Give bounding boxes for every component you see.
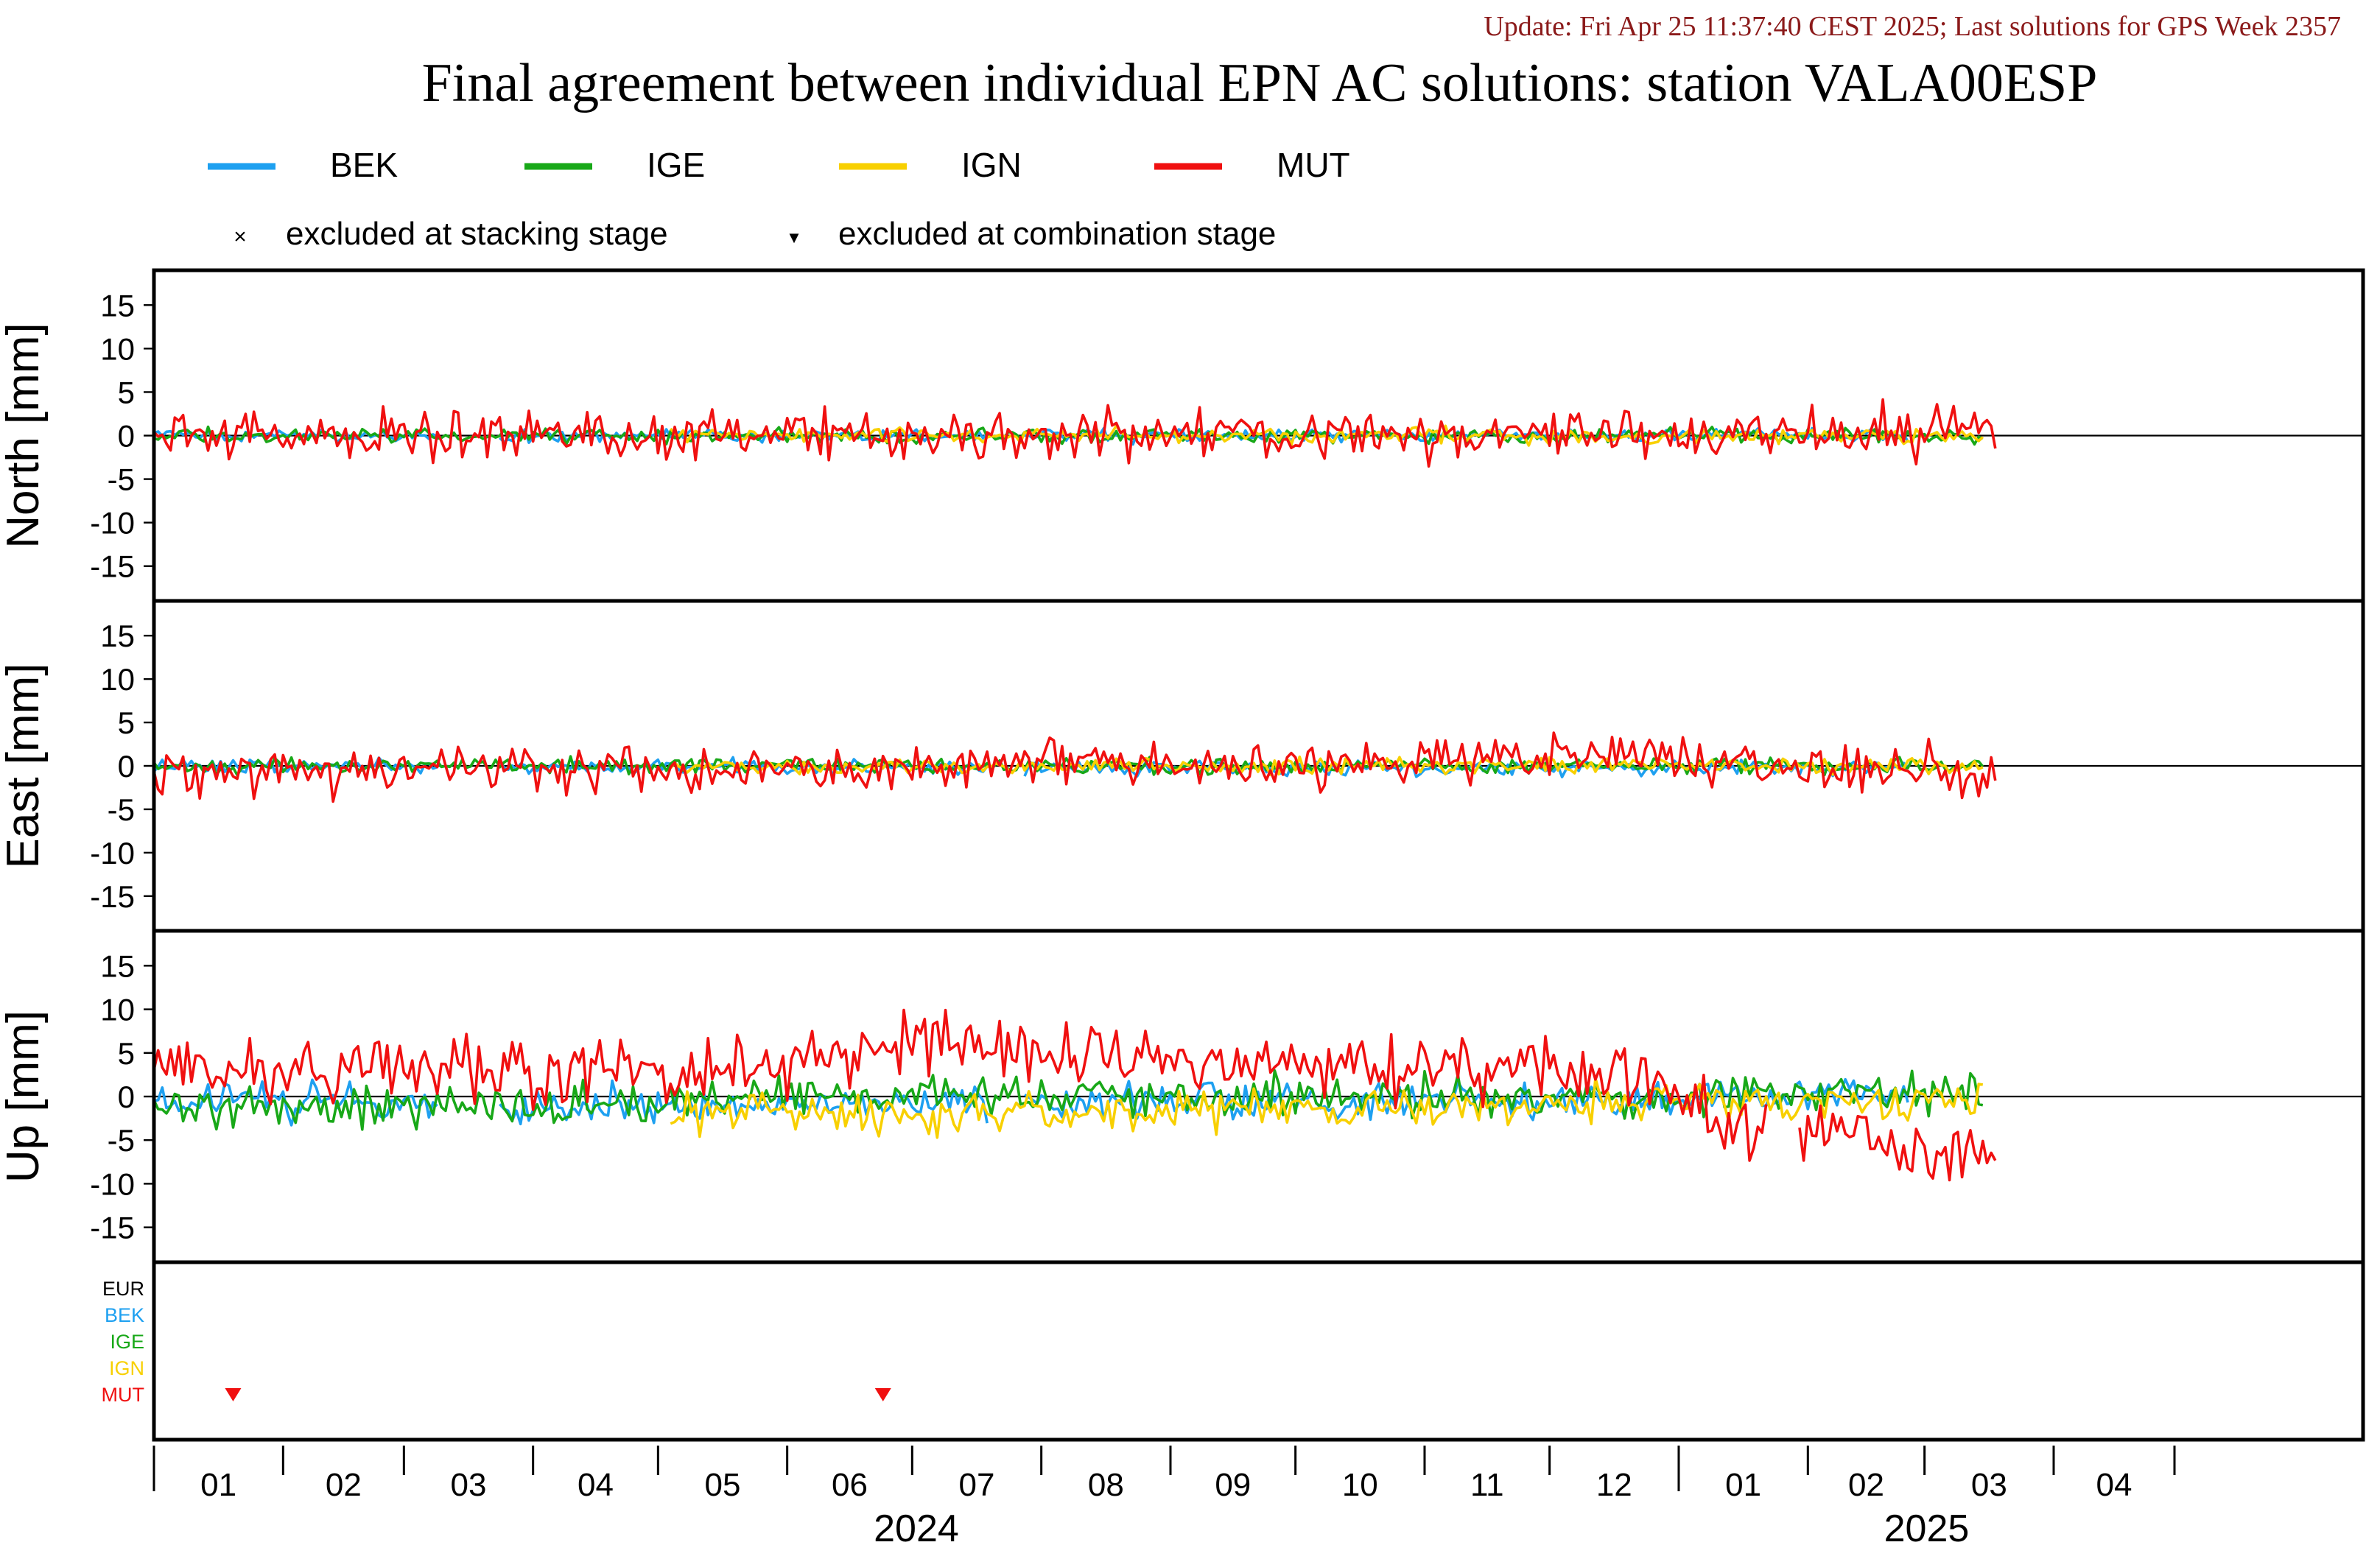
east-ytick-label: -5: [108, 792, 135, 827]
north-ytick-label: -5: [108, 462, 135, 497]
x-tick-label: 02: [326, 1467, 362, 1503]
excluded-combination-icon: ▼: [786, 228, 802, 247]
chart-title: Final agreement between individual EPN A…: [422, 53, 2098, 113]
x-year-label: 2025: [1884, 1507, 1970, 1545]
exclusion-row-eur: EUR: [102, 1278, 144, 1300]
north-ytick-label: -15: [90, 549, 135, 584]
east-series: [154, 731, 1997, 803]
legend: BEK IGE IGN MUT × excluded at stacking stage ▼…: [208, 146, 1350, 252]
exclusion-row-mut: MUT: [102, 1384, 144, 1406]
x-tick-label: 11: [1470, 1467, 1504, 1503]
x-tick-label: 03: [1971, 1467, 2007, 1503]
x-tick-label: 12: [1596, 1467, 1632, 1503]
legend-label-ign: IGN: [961, 146, 1022, 184]
up-ytick-label: -10: [90, 1166, 135, 1201]
exclusion-marker-1: [874, 1388, 891, 1401]
legend-label-ige: IGE: [647, 146, 705, 184]
x-tick-label: 10: [1342, 1467, 1378, 1503]
east-ytick-label: -10: [90, 836, 135, 870]
x-tick-label: 02: [1848, 1467, 1884, 1503]
up-series-ign-0: [670, 1077, 1984, 1139]
north-ytick-label: 0: [118, 419, 135, 454]
east-ytick-label: -15: [90, 879, 135, 914]
legend-label-bek: BEK: [330, 146, 398, 184]
up-ytick-label: 10: [100, 993, 135, 1027]
x-tick-label: 09: [1215, 1467, 1251, 1503]
x-tick-label: 08: [1088, 1467, 1124, 1503]
up-ytick-label: 5: [118, 1036, 135, 1071]
x-axis: 01 02 03 04 05 06 07 08 09 10 11 12 01 02 03 04 2024 2025: [152, 1446, 2176, 1545]
legend-label-mut: MUT: [1277, 146, 1350, 184]
excluded-stacking-label: excluded at stacking stage: [286, 216, 668, 252]
x-tick-label: 05: [705, 1467, 741, 1503]
update-text: Update: Fri Apr 25 11:37:40 CEST 2025; L…: [1484, 11, 2341, 42]
x-tick-label: 04: [2096, 1467, 2132, 1503]
exclusion-marker-0: [225, 1388, 242, 1401]
panels: 15 10 5 0 -5 -10 -15 North [mm] 15 10 5 0 -5 -10 -15 Ea…: [0, 268, 2365, 1264]
x-tick-label: 03: [451, 1467, 487, 1503]
east-ylabel: East [mm]: [0, 663, 49, 868]
up-ytick-label: -15: [90, 1211, 135, 1245]
exclusion-row-ige: IGE: [110, 1331, 144, 1353]
east-ytick-label: 15: [100, 619, 135, 653]
north-series-mut-0: [154, 398, 1997, 468]
north-ytick-label: -10: [90, 506, 135, 541]
up-series-ige-0: [154, 1069, 1984, 1131]
north-ylabel: North [mm]: [0, 323, 49, 549]
x-tick-label: 07: [959, 1467, 995, 1503]
excluded-combination-label: excluded at combination stage: [838, 216, 1276, 252]
exclusion-row-bek: BEK: [105, 1304, 144, 1326]
up-series: [154, 1008, 1997, 1182]
exclusion-panel: EUR BEK IGE IGN MUT: [102, 1260, 2365, 1442]
panel-east: 15 10 5 0 -5 -10 -15 East [mm]: [0, 599, 2365, 933]
up-ylabel: Up [mm]: [0, 1010, 49, 1183]
north-ytick-label: 10: [100, 331, 135, 366]
east-ytick-label: 5: [118, 705, 135, 740]
up-ytick-label: 15: [100, 949, 135, 983]
excluded-stacking-icon: ×: [234, 225, 247, 249]
up-series-mut-0: [154, 1008, 1768, 1162]
x-tick-label: 01: [200, 1467, 236, 1503]
x-year-label: 2024: [874, 1507, 959, 1545]
exclusion-frame: [152, 1260, 2365, 1442]
east-ytick-label: 0: [118, 749, 135, 784]
exclusion-row-ign: IGN: [109, 1357, 144, 1379]
north-series: [154, 398, 1997, 468]
east-series-mut-0: [154, 731, 1997, 803]
up-ytick-label: -5: [108, 1123, 135, 1158]
up-series-mut-1: [1798, 1104, 1997, 1182]
east-ytick-label: 10: [100, 662, 135, 697]
x-tick-label: 01: [1725, 1467, 1761, 1503]
x-tick-label: 06: [832, 1467, 868, 1503]
panel-up: 15 10 5 0 -5 -10 -15 Up [mm]: [0, 929, 2365, 1264]
north-ytick-label: 15: [100, 288, 135, 323]
panel-north: 15 10 5 0 -5 -10 -15 North [mm]: [0, 268, 2365, 603]
up-ytick-label: 0: [118, 1080, 135, 1114]
x-tick-label: 04: [578, 1467, 614, 1503]
north-ytick-label: 5: [118, 375, 135, 409]
